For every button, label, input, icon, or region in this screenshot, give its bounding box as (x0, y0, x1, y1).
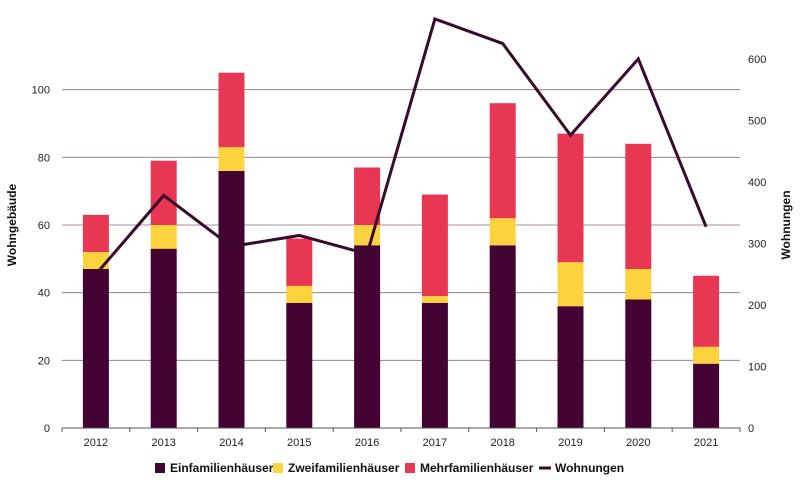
bar-segment (421, 302, 448, 428)
x-tick-label: 2013 (151, 437, 175, 449)
x-tick-label: 2016 (355, 437, 379, 449)
bar-segment (354, 245, 381, 428)
bar-segment (489, 245, 516, 428)
bar-segment (354, 167, 381, 225)
legend-label: Zweifamilienhäuser (288, 461, 400, 475)
bar-segment (150, 225, 177, 249)
legend-label: Wohnungen (555, 461, 624, 475)
bars (82, 72, 720, 428)
y-tick-label: 0 (44, 423, 50, 435)
bar-segment (218, 72, 245, 148)
legend-swatch (273, 463, 283, 473)
bar-segment (557, 262, 584, 307)
legend-swatch (155, 463, 165, 473)
x-tick-label: 2021 (694, 437, 718, 449)
bar-segment (286, 302, 313, 428)
bar-segment (421, 296, 448, 303)
bar-segment (354, 225, 381, 246)
y2-tick-label: 500 (748, 115, 766, 127)
bar-segment (82, 252, 109, 269)
y-axis-label: Wohngebäude (5, 183, 19, 266)
bar-segment (693, 346, 720, 364)
x-tick-label: 2019 (558, 437, 582, 449)
y-tick-label: 60 (38, 220, 50, 232)
axes: 0 20 40 60 80 100 0 100 200 300 400 500 600 2012 2013 2… (32, 54, 767, 449)
x-tick-label: 2020 (626, 437, 650, 449)
y2-tick-label: 0 (748, 423, 754, 435)
bar-segment (218, 170, 245, 428)
y2-tick-label: 600 (748, 54, 766, 66)
y-tick-label: 40 (38, 288, 50, 300)
bar-segment (625, 299, 652, 428)
bar-segment (625, 143, 652, 269)
y2-tick-label: 200 (748, 300, 766, 312)
bar-segment (489, 103, 516, 219)
bar-segment (693, 363, 720, 428)
legend-label: Einfamilienhäuser (170, 461, 274, 475)
bar-segment (625, 268, 652, 300)
bar-segment (557, 133, 584, 263)
bar-segment (150, 248, 177, 428)
x-tick-label: 2015 (287, 437, 311, 449)
x-tick-label: 2014 (219, 437, 243, 449)
legend-label: Mehrfamilienhäuser (420, 461, 534, 475)
y2-tick-label: 400 (748, 177, 766, 189)
line-wohnungen (94, 16, 708, 276)
bar-segment (557, 306, 584, 428)
y-tick-label: 100 (32, 85, 50, 97)
bar-segment (82, 268, 109, 428)
y2-tick-label: 300 (748, 238, 766, 250)
bar-segment (286, 238, 313, 286)
legend: Einfamilienhäuser Zweifamilienhäuser Mehrf… (155, 461, 624, 475)
y2-tick-label: 100 (748, 361, 766, 373)
x-tick-label: 2018 (490, 437, 514, 449)
bar-segment (286, 285, 313, 303)
bar-segment (218, 147, 245, 171)
bar-segment (421, 194, 448, 297)
legend-swatch (405, 463, 415, 473)
y-tick-label: 20 (38, 355, 50, 367)
x-tick-label: 2017 (423, 437, 447, 449)
bar-segment (150, 160, 177, 225)
y2-axis-label: Wohnungen (779, 190, 793, 259)
line-series (94, 16, 708, 276)
bar-segment (693, 275, 720, 347)
bar-segment (82, 214, 109, 253)
x-tick-label: 2012 (84, 437, 108, 449)
y-tick-label: 80 (38, 152, 50, 164)
bar-segment (489, 218, 516, 246)
